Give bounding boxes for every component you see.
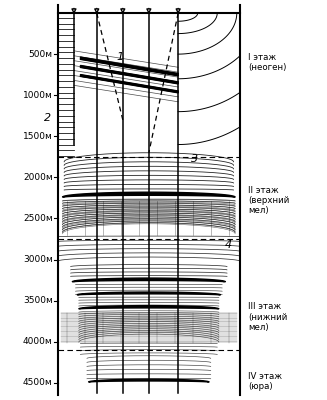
Polygon shape [62,192,235,197]
Text: 1: 1 [116,52,123,62]
Polygon shape [89,379,209,382]
Polygon shape [77,292,220,295]
Polygon shape [80,74,178,93]
Text: 3000м: 3000м [23,255,53,264]
Text: IV этаж
(юра): IV этаж (юра) [248,372,282,391]
Polygon shape [79,306,219,309]
Text: 2: 2 [44,113,51,123]
Text: 4000м: 4000м [23,337,53,346]
Text: 2500м: 2500м [23,214,53,223]
Text: III этаж
(нижний
мел): III этаж (нижний мел) [248,302,287,332]
Polygon shape [80,66,178,84]
Text: 500м: 500м [29,50,53,59]
Text: I этаж
(неоген): I этаж (неоген) [248,53,286,72]
Text: 3: 3 [191,154,198,164]
Text: 1500м: 1500м [23,132,53,141]
Text: 4: 4 [225,240,232,250]
Text: 1000м: 1000м [23,91,53,100]
Text: 2000м: 2000м [23,173,53,182]
Polygon shape [80,57,178,76]
Polygon shape [72,278,225,282]
Text: II этаж
(верхний
мел): II этаж (верхний мел) [248,186,289,215]
Text: 3500м: 3500м [23,296,53,305]
Text: 4500м: 4500м [23,378,53,387]
